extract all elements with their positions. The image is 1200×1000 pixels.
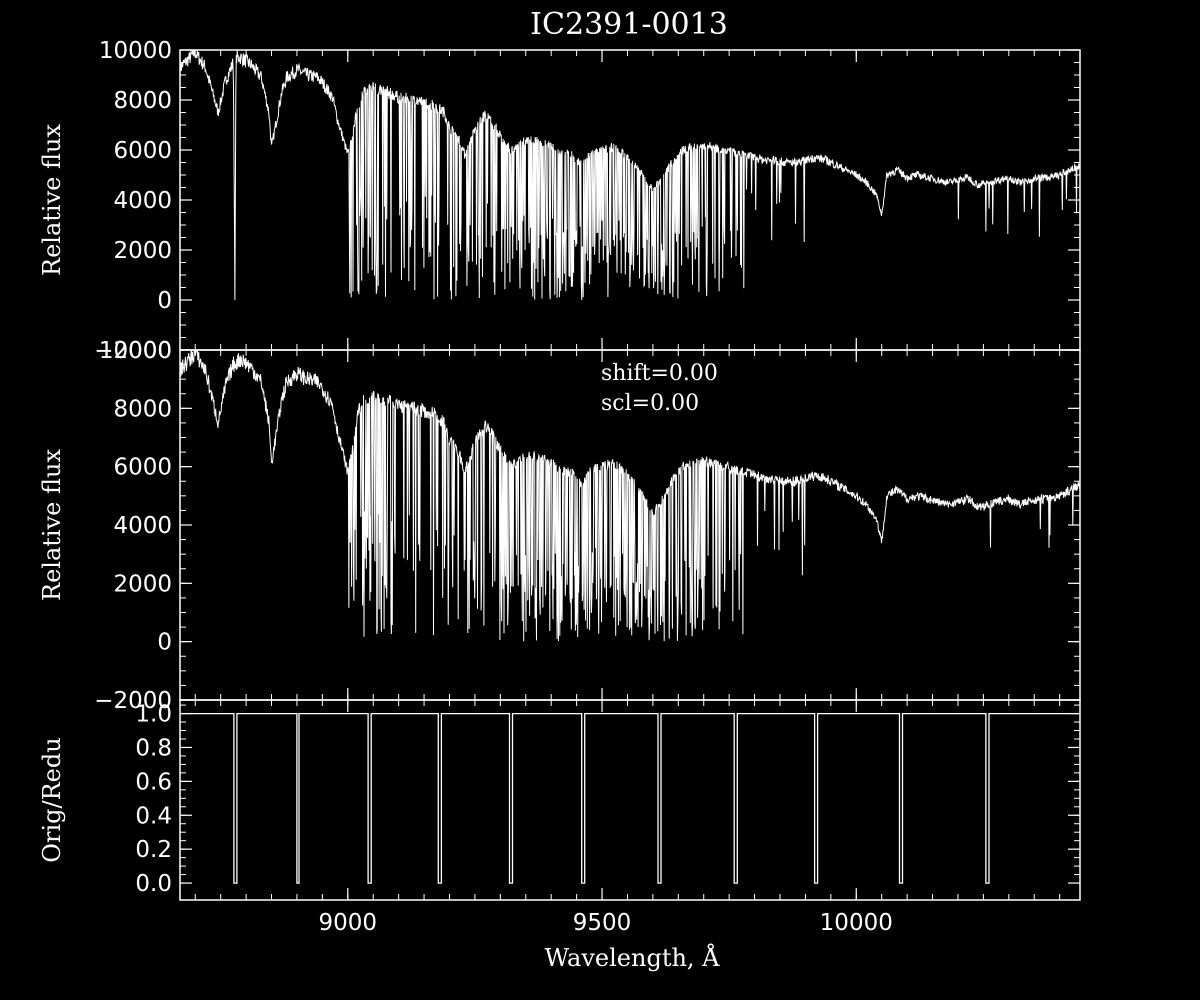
y-tick-label: 4000 — [113, 513, 172, 539]
y-tick-label: 10000 — [99, 338, 172, 364]
y-tick-label: 2000 — [113, 238, 172, 264]
ratio-series-line — [180, 712, 1080, 884]
y-tick-label: 6000 — [113, 455, 172, 481]
y-tick-label: 0 — [157, 630, 172, 656]
fit-annotation: scl=0.00 — [601, 391, 699, 416]
y-tick-label: 0.0 — [135, 871, 172, 897]
y-tick-label: 2000 — [113, 571, 172, 597]
bottom-ratio-panel: 0.0 0.2 0.4 0.6 0.8 1.0 Orig/Redu 9000 9500 10000 — [38, 699, 1081, 936]
x-tick-label: 9000 — [319, 910, 378, 936]
y-tick-label: 4000 — [113, 188, 172, 214]
y-tick-label: 6000 — [113, 138, 172, 164]
plot-frame — [179, 699, 1081, 901]
y-tick-label: 8000 — [113, 396, 172, 422]
y-tick-label: 0 — [157, 288, 172, 314]
top-flux-panel: −2000 0 2000 4000 6000 8000 10000 Relative flux — [38, 38, 1081, 364]
fit-annotation: shift=0.00 — [601, 361, 718, 386]
y-axis-label: Orig/Redu — [38, 737, 66, 862]
y-axis-label: Relative flux — [38, 124, 66, 276]
x-tick-label: 10000 — [820, 910, 893, 936]
y-tick-label: 0.4 — [135, 803, 172, 829]
y-tick-label: 0.6 — [135, 769, 172, 795]
y-tick-label: 0.8 — [135, 735, 172, 761]
chart-title: IC2391-0013 — [530, 7, 728, 42]
y-tick-label: 10000 — [99, 38, 172, 64]
y-axis-label: Relative flux — [38, 449, 66, 601]
y-tick-label: 0.2 — [135, 837, 172, 863]
x-axis-label: Wavelength, Å — [544, 943, 720, 972]
flux-series-line — [180, 350, 1080, 642]
y-tick-label: −2000 — [94, 338, 172, 364]
y-tick-label: 8000 — [113, 88, 172, 114]
flux-series-line — [180, 50, 1080, 301]
x-tick-label: 9500 — [573, 910, 632, 936]
y-tick-label: 1.0 — [135, 702, 172, 728]
y-tick-label: −2000 — [94, 688, 172, 714]
middle-flux-panel: −2000 0 2000 4000 6000 8000 10000 Relative flux… — [38, 338, 1081, 714]
